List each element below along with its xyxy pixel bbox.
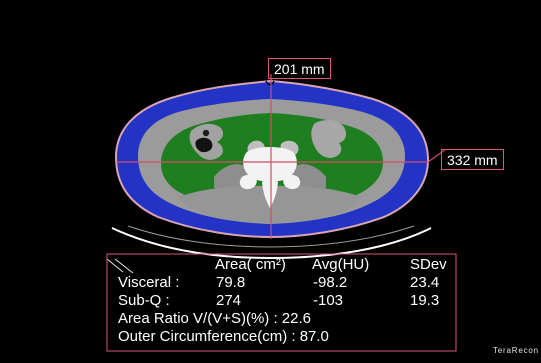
- table-leader-line: [106, 258, 124, 273]
- table-leader-line-2: [114, 258, 134, 274]
- vertebra-right-process: [283, 174, 301, 190]
- vertebra-left-process: [239, 174, 257, 190]
- spinous-process: [262, 179, 278, 208]
- ap-measure-label: 201 mm: [268, 58, 331, 79]
- visceral-avg-value: -98.2: [313, 274, 348, 291]
- terarecon-logo: TeraRecon: [493, 346, 539, 355]
- table-header-avg: Avg(HU): [312, 256, 370, 273]
- lateral-measure-text: 332 mm: [447, 152, 498, 168]
- visceral-sdev-value: 23.4: [410, 274, 440, 291]
- table-header-area: Area( cm²): [215, 256, 286, 273]
- visceral-row-label: Visceral :: [118, 274, 180, 291]
- bowel-right: [311, 119, 347, 158]
- subq-sdev-value: 19.3: [410, 292, 440, 309]
- table-curve-inner: [127, 225, 415, 248]
- outer-circumference-text: Outer Circumference(cm) : 87.0: [118, 328, 329, 345]
- subq-avg-value: -103: [313, 292, 344, 309]
- bowel-left-dark: [195, 137, 213, 153]
- measurement-lines: [106, 74, 446, 274]
- navel-notch: [265, 80, 275, 86]
- bowel-left-speckle: [202, 129, 210, 137]
- lateral-measure-label: 332 mm: [441, 149, 504, 170]
- vertebra-body: [243, 147, 297, 182]
- table-header-sdev: SDev: [410, 256, 447, 273]
- stats-box-frame: [106, 253, 457, 352]
- subq-row-label: Sub-Q :: [118, 292, 170, 309]
- area-ratio-text: Area Ratio V/(V+S)(%) : 22.6: [118, 310, 311, 327]
- subq-area-value: 274: [216, 292, 242, 309]
- table-curve: [111, 227, 432, 260]
- right-leader-line: [427, 149, 446, 163]
- ap-measure-text: 201 mm: [274, 61, 325, 77]
- visceral-area-value: 79.8: [216, 274, 246, 291]
- abdomen-cross-section: [111, 79, 432, 260]
